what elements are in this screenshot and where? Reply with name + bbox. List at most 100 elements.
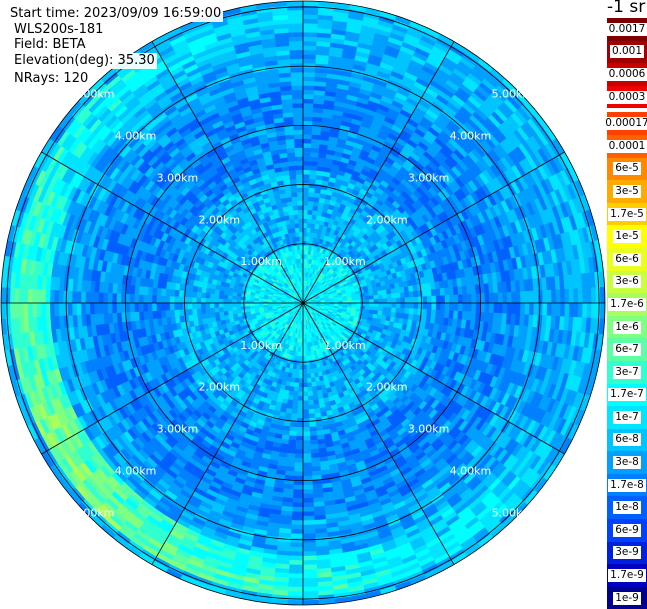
heatmap-cell [292,516,303,521]
heatmap-cell [303,542,316,547]
heatmap-cell [449,303,454,311]
heatmap-cell [392,298,397,303]
heatmap-cell [498,303,503,313]
heatmap-cell [547,303,552,316]
heatmap-cell [440,303,445,310]
heatmap-cell [511,292,516,303]
heatmap-cell [556,303,561,316]
heatmap-cell [303,600,319,605]
heatmap-cell [296,432,303,437]
heatmap-cell [374,307,379,311]
heatmap-cell [396,293,401,298]
heatmap-cell [391,293,396,298]
heatmap-cell [494,293,499,303]
heatmap-cell [369,306,374,310]
heatmap-cell [308,396,313,401]
heatmap-cell [303,503,314,508]
heatmap-cell [307,378,311,383]
heatmap-cell [303,130,312,135]
heatmap-cell [306,232,310,237]
heatmap-cell [551,290,556,303]
heatmap-cell [309,192,315,197]
heatmap-cell [307,214,312,219]
heatmap-cell [423,296,428,303]
heatmap-cell [303,59,316,64]
heatmap-cell [463,294,468,303]
heatmap-cell [299,383,303,388]
heatmap-cell [303,156,311,161]
heatmap-cell [405,292,410,298]
heatmap-cell [574,303,579,317]
heatmap-cell [436,303,441,310]
heatmap-cell [378,295,383,299]
heatmap-cell [303,494,313,499]
heatmap-cell [290,556,303,561]
heatmap-cell [303,170,310,175]
heatmap-cell [303,37,317,42]
heatmap-cell [445,295,450,303]
heatmap-cell [538,303,543,316]
heatmap-cell [297,409,303,414]
heatmap-cell [288,444,296,449]
heatmap-cell [303,365,306,370]
heatmap-cell [303,556,316,561]
heatmap-cell [303,81,315,86]
heatmap-cell [401,303,406,308]
heatmap-cell [295,449,303,454]
heatmap-cell [503,292,508,303]
heatmap-cell [303,432,310,437]
heatmap-cell [297,405,303,410]
heatmap-cell [444,310,449,318]
heatmap-cell [310,157,318,162]
heatmap-cell [303,108,313,113]
heatmap-cell [303,534,315,539]
heatmap-cell [308,205,313,210]
heatmap-cell [290,422,297,427]
heatmap-cell [291,529,303,534]
heatmap-cell [525,291,530,303]
heatmap-cell [287,600,303,605]
heatmap-cell [511,303,516,314]
heatmap-cell [303,472,312,477]
heatmap-cell [294,463,303,468]
heatmap-cell [303,587,318,592]
heatmap-cell [303,174,310,179]
heatmap-cell [288,578,303,583]
heatmap-cell [311,453,319,458]
heatmap-cell [305,347,308,352]
heatmap-cell [414,303,419,309]
heatmap-cell [480,303,485,313]
heatmap-cell [560,303,565,317]
heatmap-cell [453,287,458,295]
heatmap-cell [303,214,308,219]
heatmap-cell [405,308,410,314]
heatmap-cell [498,293,503,303]
heatmap-cell [303,463,312,468]
heatmap-cell [476,303,481,312]
heatmap-cell [303,77,315,82]
heatmap-cell [306,369,310,374]
heatmap-cell [534,303,539,315]
heatmap-cell [387,303,392,308]
heatmap-cell [303,99,314,104]
heatmap-cell [308,210,313,215]
heatmap-cell [310,444,318,449]
heatmap-cell [507,292,512,303]
heatmap-cell [436,289,441,296]
heatmap-cell [292,511,303,516]
heatmap-cell [307,374,311,379]
heatmap-cell [391,312,396,317]
heatmap-cell [303,480,313,485]
heatmap-cell [309,413,315,418]
heatmap-cell [370,299,375,303]
heatmap-cell [303,45,316,50]
heatmap-cell [303,10,318,15]
heatmap-cell [289,436,296,441]
heatmap-cell [436,296,441,303]
heatmap-cell [418,303,423,309]
heatmap-cell [529,291,534,303]
heatmap-cell [293,494,303,499]
heatmap-cell [292,507,303,512]
heatmap-cell [303,489,313,494]
